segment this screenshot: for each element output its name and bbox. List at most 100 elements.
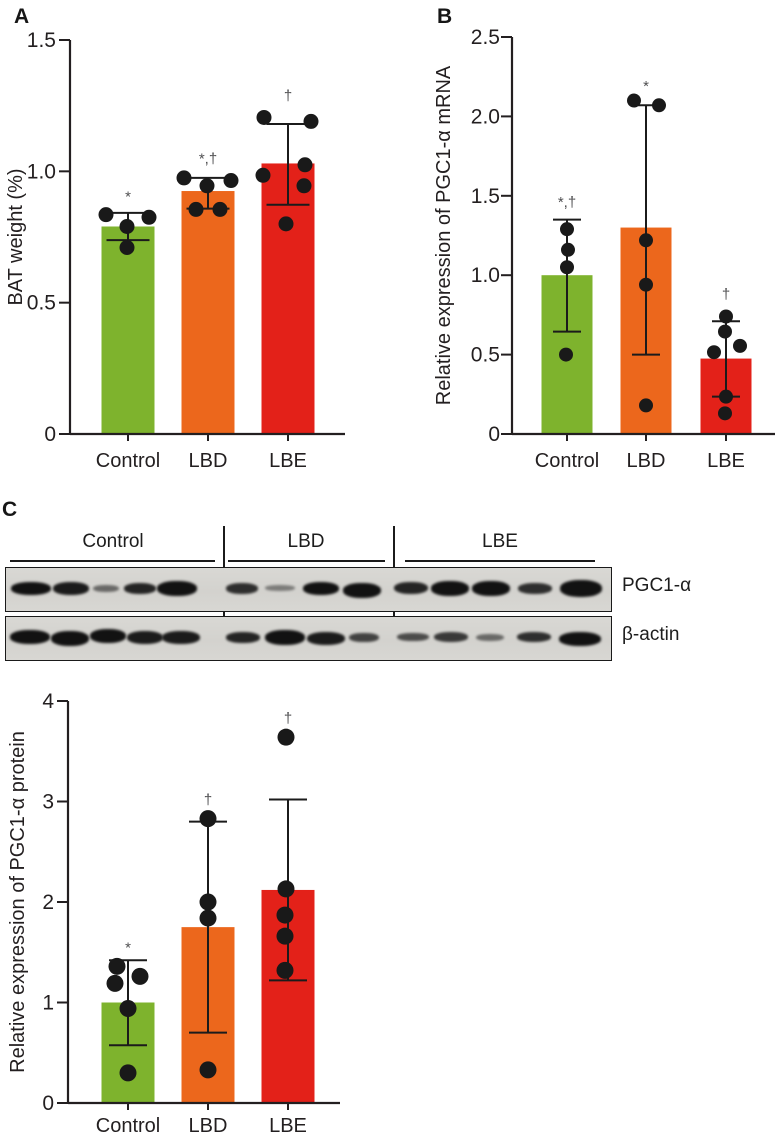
data-point bbox=[106, 974, 124, 992]
data-point bbox=[639, 277, 653, 292]
data-point bbox=[303, 113, 319, 129]
pgc1a-mrna-svg: *,† * † 0 0.5 1.0 1.5 2.0 2.5 Control LBD LBE Relati… bbox=[433, 26, 775, 472]
data-point bbox=[276, 927, 294, 945]
category-label: LBE bbox=[269, 1115, 307, 1135]
blot-band bbox=[226, 582, 259, 594]
y-tick-label: 0 bbox=[42, 1092, 54, 1115]
data-point bbox=[561, 242, 575, 257]
y-tick-label: 3 bbox=[42, 791, 54, 814]
blot-band bbox=[431, 580, 470, 596]
blot-band bbox=[343, 582, 382, 598]
data-point bbox=[639, 398, 653, 413]
significance-annotation: *,† bbox=[558, 194, 576, 211]
y-tick-label: 0.5 bbox=[27, 292, 56, 315]
significance-annotation: † bbox=[284, 87, 292, 104]
data-point bbox=[277, 880, 295, 898]
blot-band bbox=[53, 581, 90, 595]
data-point bbox=[255, 167, 271, 183]
blot-band bbox=[10, 630, 51, 644]
blot-band bbox=[226, 631, 261, 643]
data-point bbox=[119, 218, 135, 234]
significance-annotation: * bbox=[125, 189, 131, 206]
data-point bbox=[176, 170, 192, 186]
bar-control bbox=[101, 226, 155, 434]
significance-annotation: * bbox=[643, 78, 649, 95]
significance-annotation: † bbox=[284, 710, 292, 727]
blot-row-label-pgc1a: PGC1-α bbox=[622, 575, 692, 596]
chart-bat-weight: * *,† † 0 0.5 1.0 1.5 Control LBD LBE BAT weight (… bbox=[0, 0, 400, 480]
y-tick-label: 1.0 bbox=[27, 160, 56, 183]
bar-lbd bbox=[181, 191, 235, 434]
data-point bbox=[276, 906, 294, 924]
western-blot-panel: Control LBD LBE PGC1-α β-actin bbox=[0, 495, 782, 685]
chart-pgc1a-protein: * † † 0 1 2 3 4 Control LBD LBE Relative expression… bbox=[0, 680, 430, 1135]
blot-band bbox=[560, 579, 603, 597]
blot-group-label-lbe: LBE bbox=[482, 531, 518, 552]
data-point bbox=[719, 309, 733, 324]
blot-group-label-control: Control bbox=[82, 531, 144, 552]
data-point bbox=[718, 324, 732, 339]
significance-annotation: † bbox=[204, 792, 212, 809]
blot-band bbox=[397, 633, 430, 641]
blot-band bbox=[434, 632, 469, 642]
significance-annotation: * bbox=[125, 939, 131, 956]
blot-band bbox=[265, 629, 306, 645]
data-point bbox=[141, 209, 157, 225]
category-label: LBE bbox=[269, 450, 307, 472]
blot-band bbox=[349, 632, 380, 642]
pgc1a-protein-svg: * † † 0 1 2 3 4 Control LBD LBE Relative expression… bbox=[7, 690, 340, 1135]
y-axis-title: Relative expression of PGC1-α mRNA bbox=[433, 65, 455, 405]
y-axis-title: Relative expression of PGC1-α protein bbox=[7, 731, 29, 1073]
data-point bbox=[627, 93, 641, 108]
data-point bbox=[199, 1061, 217, 1079]
y-tick-label: 1.0 bbox=[471, 264, 500, 287]
blot-band bbox=[476, 633, 505, 641]
data-point bbox=[560, 222, 574, 237]
data-point bbox=[188, 201, 204, 217]
data-point bbox=[256, 109, 272, 125]
blot-band bbox=[157, 580, 198, 596]
blot-band bbox=[265, 585, 296, 591]
blot-band bbox=[307, 631, 346, 645]
y-tick-label: 0.5 bbox=[471, 344, 500, 367]
blot-strip-pgc1a bbox=[5, 567, 612, 612]
data-point bbox=[296, 178, 312, 194]
category-label: LBD bbox=[627, 450, 666, 472]
chart-pgc1a-mrna: *,† * † 0 0.5 1.0 1.5 2.0 2.5 Control LBD LBE Relati… bbox=[400, 0, 782, 480]
y-tick-label: 1.5 bbox=[471, 185, 500, 208]
category-label: Control bbox=[535, 450, 599, 472]
category-label: Control bbox=[96, 1115, 160, 1135]
data-point bbox=[278, 216, 294, 232]
blot-strip-bactin bbox=[5, 616, 612, 661]
blot-band bbox=[90, 629, 127, 643]
data-point bbox=[119, 1064, 137, 1082]
blot-band bbox=[93, 584, 120, 592]
bat-weight-svg: * *,† † 0 0.5 1.0 1.5 Control LBD LBE BAT weight (… bbox=[5, 29, 345, 472]
y-tick-label: 2 bbox=[42, 891, 54, 914]
category-label: Control bbox=[96, 450, 160, 472]
data-point bbox=[297, 157, 313, 173]
data-point bbox=[131, 967, 149, 985]
data-point bbox=[277, 728, 295, 746]
y-axis-title: BAT weight (%) bbox=[5, 168, 27, 305]
blot-band bbox=[517, 632, 552, 642]
blot-band bbox=[127, 630, 164, 644]
blot-group-underline bbox=[228, 560, 385, 562]
y-tick-label: 2.5 bbox=[471, 26, 500, 49]
blot-band bbox=[51, 630, 90, 646]
data-point bbox=[199, 909, 217, 927]
blot-band bbox=[11, 581, 52, 595]
blot-group-underline bbox=[405, 560, 595, 562]
data-point bbox=[119, 1000, 137, 1018]
blot-row-label-bactin: β-actin bbox=[622, 624, 680, 645]
data-point bbox=[119, 240, 135, 256]
y-tick-label: 1.5 bbox=[27, 29, 56, 52]
data-point bbox=[718, 406, 732, 421]
category-label: LBD bbox=[189, 1115, 228, 1135]
blot-band bbox=[472, 580, 511, 596]
data-point bbox=[559, 347, 573, 362]
data-point bbox=[223, 173, 239, 189]
panel-b-label: B bbox=[437, 5, 453, 28]
blot-group-underline bbox=[10, 560, 215, 562]
